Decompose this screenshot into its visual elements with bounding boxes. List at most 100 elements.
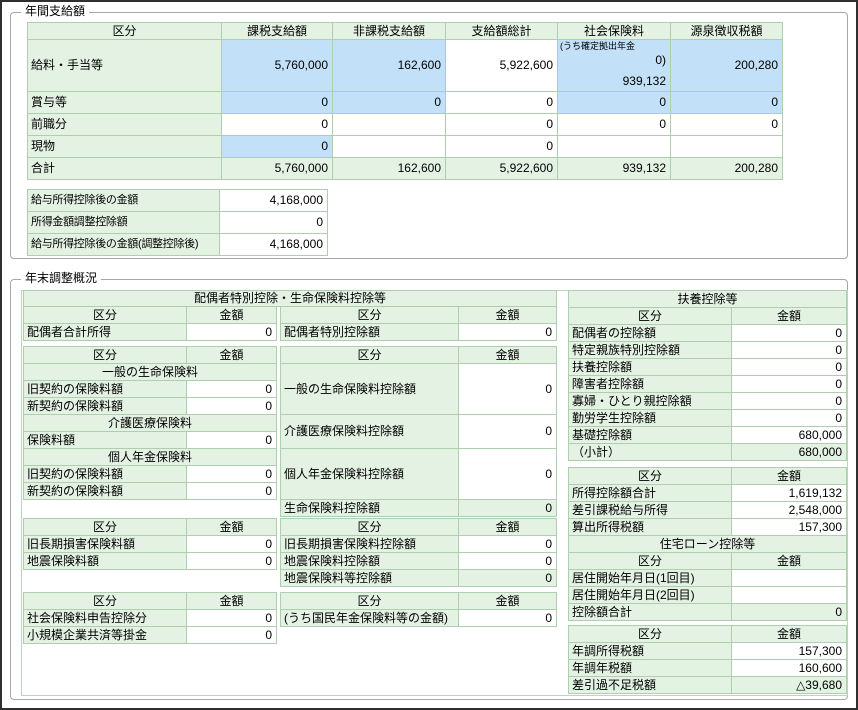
housing-loan-section-header: 住宅ローン控除等	[568, 535, 847, 553]
amount-cell[interactable]: 0	[186, 609, 277, 627]
amount-cell[interactable]: 160,600	[731, 659, 847, 677]
amount-cell[interactable]: 0	[186, 397, 277, 415]
row-label: 給与所得控除後の金額	[27, 189, 220, 212]
row-label: 新契約の保険料額	[23, 397, 187, 415]
amount-cell[interactable]: 0	[186, 431, 277, 449]
amount-cell[interactable]	[557, 135, 671, 158]
total-cell: 162,600	[332, 157, 446, 180]
row-salary: 給料・手当等 5,760,000 162,600 5,922,600 (うち確定…	[27, 39, 783, 92]
social-insurance-amount: 939,132	[622, 74, 666, 88]
amount-cell[interactable]: 680,000	[731, 426, 847, 444]
quake-insurance-deduction-table: 区分 金額 旧長期損害保険料控除額 0 地震保険料控除額 0 地震保険料等控除額 0	[280, 518, 557, 587]
amount-cell[interactable]: 0	[670, 113, 783, 136]
amount-cell[interactable]: 0	[445, 91, 558, 114]
amount-cell: 0	[670, 91, 783, 114]
amount-cell[interactable]: 0	[186, 323, 277, 341]
annual-payments-table: 区分 課税支給額 非課税支給額 支給額総計 社会保険料 源泉徴収税額 給料・手当…	[27, 22, 783, 180]
row-label: 居住開始年月日(1回目)	[568, 569, 732, 587]
amount-cell[interactable]: 1,619,132	[731, 484, 847, 502]
amount-cell[interactable]: 0	[445, 135, 558, 158]
pension-note-text: (うち確定拠出年金	[560, 41, 635, 51]
row-label: 旧契約の保険料額	[23, 380, 187, 398]
section-header-personal-pension: 個人年金保険料	[23, 448, 277, 466]
spouse-life-insurance-section-header: 配偶者特別控除・生命保険料控除等	[23, 290, 557, 307]
amount-cell[interactable]: 157,300	[731, 642, 847, 660]
amount-cell[interactable]: 2,548,000	[731, 501, 847, 519]
amount-cell[interactable]: 0	[186, 380, 277, 398]
column-header-kingaku: 金額	[731, 307, 847, 325]
total-cell: 200,280	[670, 157, 783, 180]
row-label: 介護医療保険料控除額	[280, 414, 459, 449]
column-header-kingaku: 金額	[731, 467, 847, 485]
row-label: 配偶者特別控除額	[280, 323, 459, 341]
total-cell: 939,132	[557, 157, 671, 180]
amount-cell: 200,280	[670, 39, 783, 92]
amount-cell[interactable]: 0	[458, 363, 557, 415]
computed-amount-cell: 680,000	[731, 443, 847, 461]
amount-cell[interactable]: 0	[731, 358, 847, 376]
amount-cell[interactable]: 0	[731, 392, 847, 410]
row-label: 所得金額調整控除額	[27, 211, 220, 234]
amount-cell[interactable]: 0	[186, 535, 277, 553]
amount-cell[interactable]: 0	[186, 552, 277, 570]
national-pension-note-table: 区分 金額 (うち国民年金保険料等の金額) 0	[280, 592, 557, 627]
amount-cell[interactable]: 4,168,000	[219, 189, 328, 212]
amount-cell[interactable]: 0	[458, 609, 557, 627]
amount-cell[interactable]: 0	[731, 409, 847, 427]
row-label: （小計）	[568, 443, 732, 461]
column-header-social-insurance: 社会保険料	[557, 22, 671, 40]
row-label: 前職分	[27, 113, 222, 136]
amount-cell[interactable]: 0	[731, 341, 847, 359]
date-cell[interactable]	[731, 586, 847, 604]
amount-cell: 5,760,000	[221, 39, 333, 92]
amount-cell[interactable]: 0	[458, 448, 557, 500]
amount-cell[interactable]: 0	[557, 113, 671, 136]
row-label: 年調年税額	[568, 659, 732, 677]
computed-amount-cell: 0	[458, 569, 557, 587]
row-label: 年調所得税額	[568, 642, 732, 660]
amount-cell[interactable]	[332, 113, 446, 136]
amount-cell[interactable]: 0	[458, 552, 557, 570]
amount-cell[interactable]: 0	[731, 375, 847, 393]
column-header-kubun: 区分	[280, 306, 459, 324]
amount-cell[interactable]: 4,168,000	[219, 233, 328, 256]
amount-cell[interactable]: 0	[458, 535, 557, 553]
column-header-kubun: 区分	[23, 306, 187, 324]
total-cell: 5,760,000	[221, 157, 333, 180]
column-header-nontaxable: 非課税支給額	[332, 22, 446, 40]
date-cell[interactable]	[731, 569, 847, 587]
amount-cell[interactable]	[670, 135, 783, 158]
row-label: 配偶者の控除額	[568, 324, 732, 342]
amount-cell[interactable]: 157,300	[731, 518, 847, 536]
amount-cell[interactable]: 0	[445, 113, 558, 136]
dependents-section-header: 扶養控除等	[568, 290, 847, 308]
row-in-kind: 現物 0 0	[27, 135, 783, 158]
row-label: 旧長期損害保険料額	[23, 535, 187, 553]
row-label: 生命保険料控除額	[280, 499, 459, 517]
amount-cell[interactable]: 0	[219, 211, 328, 234]
amount-cell[interactable]: 0	[731, 324, 847, 342]
amount-cell[interactable]: 0	[458, 414, 557, 449]
income-totals-housing-table: 区分 金額 所得控除額合計 1,619,132 差引課税給与所得 2,548,000 …	[568, 467, 847, 621]
amount-cell: 0	[332, 91, 446, 114]
amount-cell[interactable]: 5,922,600	[445, 39, 558, 92]
amount-cell[interactable]	[332, 135, 446, 158]
section-header-general-life: 一般の生命保険料	[23, 363, 277, 381]
amount-cell[interactable]: 0	[186, 626, 277, 644]
row-label: 合計	[27, 157, 222, 180]
column-header-kingaku: 金額	[458, 346, 557, 364]
row-label: 給料・手当等	[27, 39, 222, 92]
row-label: 個人年金保険料控除額	[280, 448, 459, 500]
annual-payments-group-title: 年間支給額	[21, 4, 90, 18]
column-header-kubun: 区分	[280, 346, 459, 364]
amount-cell[interactable]: 0	[186, 465, 277, 483]
amount-cell[interactable]: 0	[458, 323, 557, 341]
row-label: 居住開始年月日(2回目)	[568, 586, 732, 604]
amount-cell[interactable]: 0	[221, 113, 333, 136]
column-header-kubun: 区分	[568, 307, 732, 325]
row-label: 現物	[27, 135, 222, 158]
yearend-adjustment-group-title: 年末調整概況	[21, 271, 102, 285]
row-label: 差引過不足税額	[568, 676, 732, 694]
amount-cell[interactable]: 0	[186, 482, 277, 500]
row-label: 配偶者合計所得	[23, 323, 187, 341]
